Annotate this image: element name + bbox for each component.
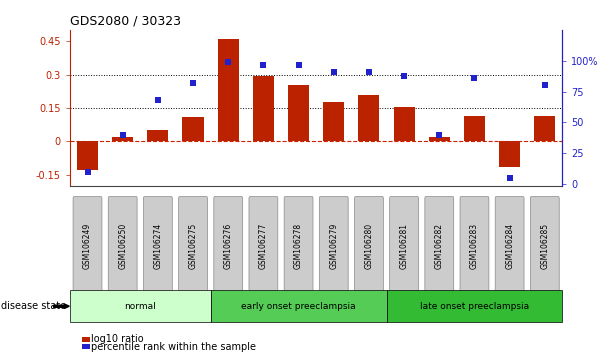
Point	[329, 69, 339, 75]
Text: GSM106277: GSM106277	[259, 223, 268, 269]
FancyBboxPatch shape	[495, 197, 524, 296]
Point	[434, 132, 444, 138]
Text: GSM106285: GSM106285	[541, 223, 549, 269]
Text: log10 ratio: log10 ratio	[91, 334, 144, 344]
Bar	[358, 95, 379, 141]
Point	[364, 69, 374, 75]
Bar	[323, 102, 344, 141]
Point	[258, 62, 268, 67]
Bar	[288, 85, 309, 141]
Bar	[429, 137, 450, 141]
Bar	[499, 141, 520, 167]
Text: percentile rank within the sample: percentile rank within the sample	[91, 342, 257, 352]
FancyBboxPatch shape	[354, 197, 384, 296]
Point	[540, 82, 550, 88]
Point	[153, 97, 163, 103]
Bar	[182, 117, 204, 141]
Point	[294, 62, 303, 67]
Point	[83, 169, 92, 175]
Text: GSM106280: GSM106280	[364, 223, 373, 269]
Text: normal: normal	[125, 302, 156, 311]
Bar	[218, 39, 239, 141]
Text: GSM106274: GSM106274	[153, 223, 162, 269]
FancyBboxPatch shape	[249, 197, 278, 296]
Point	[505, 175, 514, 181]
Text: GSM106282: GSM106282	[435, 223, 444, 269]
FancyBboxPatch shape	[73, 197, 102, 296]
Bar	[112, 137, 133, 141]
Bar	[534, 116, 555, 141]
Bar	[253, 76, 274, 141]
Bar	[70, 290, 210, 322]
Point	[399, 73, 409, 79]
FancyBboxPatch shape	[460, 197, 489, 296]
Bar	[387, 290, 562, 322]
Point	[469, 75, 479, 81]
Text: disease state: disease state	[1, 301, 66, 311]
Text: GSM106276: GSM106276	[224, 223, 233, 269]
Text: late onset preeclampsia: late onset preeclampsia	[420, 302, 529, 311]
Bar	[210, 290, 387, 322]
FancyBboxPatch shape	[284, 197, 313, 296]
Bar	[147, 130, 168, 141]
FancyBboxPatch shape	[319, 197, 348, 296]
FancyBboxPatch shape	[179, 197, 207, 296]
Text: GSM106278: GSM106278	[294, 223, 303, 269]
FancyBboxPatch shape	[530, 197, 559, 296]
FancyBboxPatch shape	[143, 197, 172, 296]
Text: GSM106250: GSM106250	[118, 223, 127, 269]
Bar	[464, 116, 485, 141]
FancyBboxPatch shape	[390, 197, 418, 296]
Bar	[77, 141, 98, 170]
Point	[223, 59, 233, 65]
Text: GDS2080 / 30323: GDS2080 / 30323	[70, 15, 181, 28]
FancyBboxPatch shape	[214, 197, 243, 296]
FancyBboxPatch shape	[108, 197, 137, 296]
Text: early onset preeclampsia: early onset preeclampsia	[241, 302, 356, 311]
Point	[118, 132, 128, 138]
Text: GSM106249: GSM106249	[83, 223, 92, 269]
Text: GSM106281: GSM106281	[399, 223, 409, 269]
Text: GSM106279: GSM106279	[330, 223, 338, 269]
Text: GSM106275: GSM106275	[188, 223, 198, 269]
Text: GSM106284: GSM106284	[505, 223, 514, 269]
FancyBboxPatch shape	[425, 197, 454, 296]
Point	[188, 80, 198, 86]
Bar	[393, 107, 415, 141]
Text: GSM106283: GSM106283	[470, 223, 479, 269]
